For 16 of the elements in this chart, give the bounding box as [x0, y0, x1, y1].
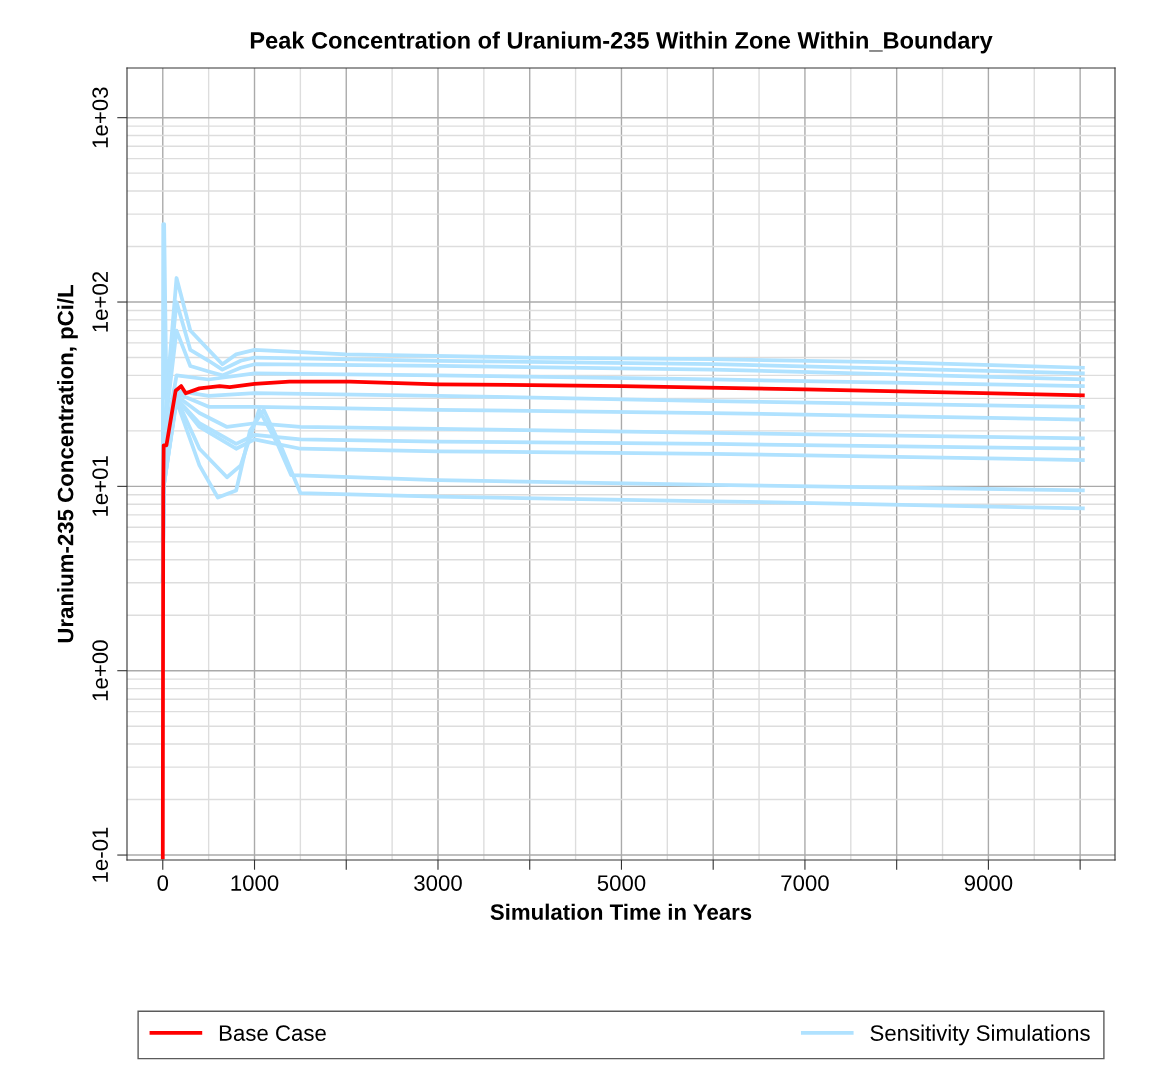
y-tick-label: 1e+00: [92, 640, 109, 701]
x-tick-label: 9000: [964, 875, 1013, 891]
x-tick-label: 1000: [231, 875, 279, 891]
x-tick-label: 0: [157, 875, 169, 891]
legend-label: Sensitivity Simulations: [870, 1024, 1090, 1046]
y-tick-label: 1e+01: [92, 456, 109, 516]
y-tick-label: 1e-01: [92, 827, 109, 882]
x-tick-label: 5000: [597, 875, 646, 891]
y-tick-label: 1e+03: [92, 87, 109, 148]
y-axis-title: Uranium-235 Concentration, pCi/L: [57, 285, 78, 643]
x-tick-label: 3000: [414, 875, 462, 891]
x-axis-title: Simulation Time in Years: [490, 903, 752, 920]
legend-label: Base Case: [219, 1025, 326, 1041]
y-tick-label: 1e+02: [92, 271, 109, 332]
chart-title: Peak Concentration of Uranium-235 Within Zone Within_Boundary: [250, 31, 993, 54]
x-tick-label: 7000: [781, 875, 829, 891]
